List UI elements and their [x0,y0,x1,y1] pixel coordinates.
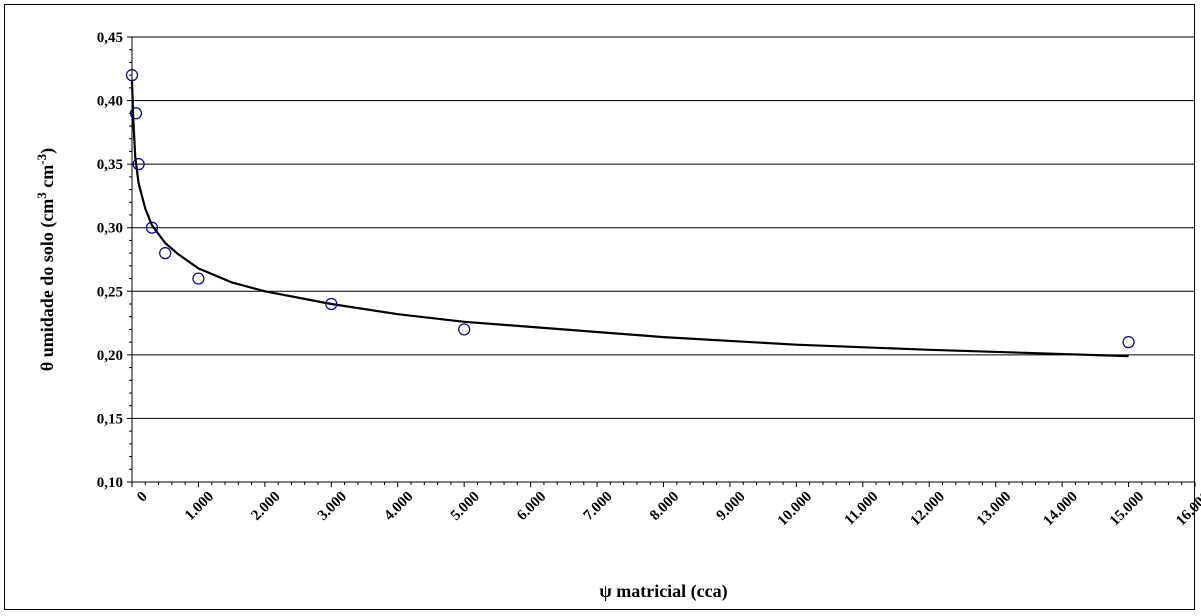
y-tick-labels: 0,10 0,15 0,20 0,25 0,30 0,35 0,40 0,45 [97,30,123,491]
y-tick-label: 0,15 [97,411,123,427]
y-axis-title-end: ) [37,148,58,154]
x-tick-label: 2.000 [248,489,283,524]
y-tick-label: 0,25 [97,284,123,300]
x-tick-label: 5.000 [448,489,483,524]
fitted-curve [130,81,1129,358]
fitted-curve-layer [130,81,1129,358]
data-points-layer [125,69,1135,349]
y-axis-title-mid: cm [37,165,57,192]
x-tick-label: 16.000 [1173,489,1201,529]
data-point [125,69,139,82]
y-tick-label: 0,10 [97,475,123,491]
x-tick-label: 3.000 [315,489,350,524]
x-axis-title: ψ matricial (cca) [599,581,727,602]
y-tick-label: 0,40 [97,94,123,110]
y-tick-label: 0,45 [97,30,123,46]
y-axis-title: θ umidade do solo (cm3 cm-3) [34,148,58,371]
y-axis-title-main: θ umidade do solo (cm [37,199,58,371]
x-tick-label: 15.000 [1107,489,1147,529]
y-tick-label: 0,30 [97,221,123,237]
x-tick-labels: 0 1.000 2.000 3.000 4.000 5.000 6.000 7.000 8.00… [134,489,1201,529]
data-point [159,247,172,260]
x-tick-label: 14.000 [1040,489,1080,529]
x-tick-label: 8.000 [647,489,682,524]
x-tick-label: 11.000 [842,489,882,529]
data-point [1122,336,1135,349]
x-tick-label: 7.000 [581,489,616,524]
axes [127,36,1196,487]
x-tick-label: 1.000 [182,489,217,524]
x-tick-label: 10.000 [775,489,815,529]
data-point [458,323,471,336]
data-point [129,107,143,120]
y-axis-title-sup2: -3 [34,153,49,164]
data-point [192,272,205,285]
data-point [325,297,338,311]
chart-frame [4,4,1195,610]
data-point [145,221,159,234]
x-tick-label: 6.000 [514,489,549,524]
x-tick-label: 12.000 [908,489,948,529]
gridlines [132,36,1195,419]
data-point [132,158,145,171]
y-tick-label: 0,20 [97,348,123,364]
y-tick-label: 0,35 [97,157,123,173]
y-axis-title-sup1: 3 [34,192,49,199]
x-tick-label: 13.000 [974,489,1014,529]
x-tick-label: 4.000 [381,489,416,524]
x-tick-label: 9.000 [713,489,748,524]
x-tick-label: 0 [134,489,151,506]
